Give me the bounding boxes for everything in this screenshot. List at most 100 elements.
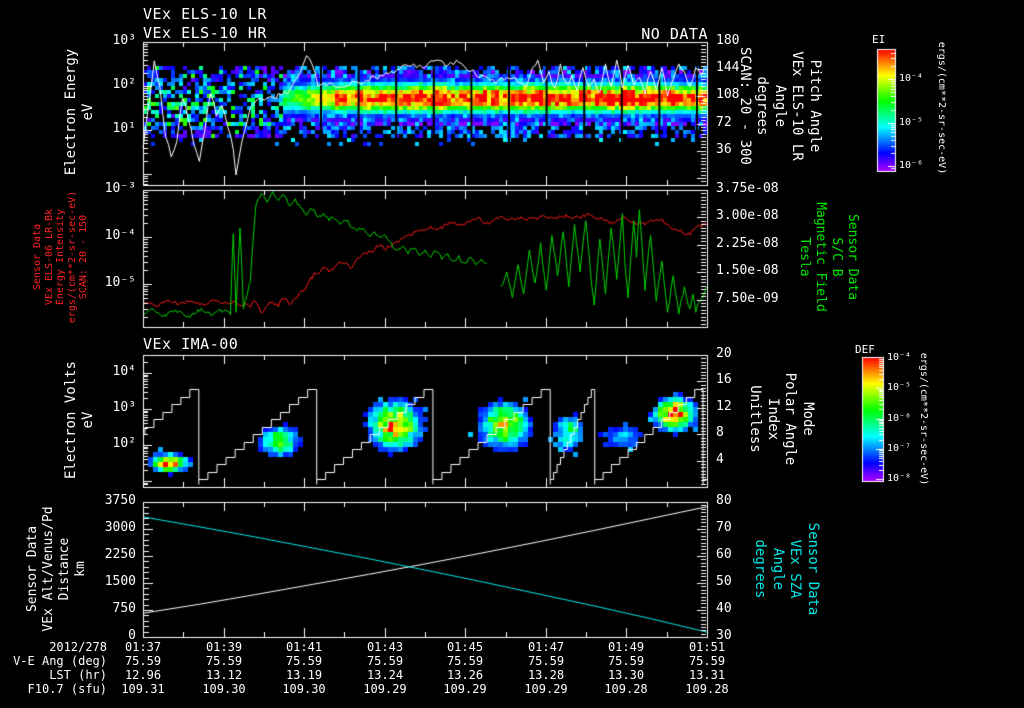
right-axis-tick-label: 12 [716,398,732,414]
right-axis-tick-label: 108 [716,87,740,103]
right-axis-tick-label: 3.00e-08 [716,208,779,224]
y-axis-tick-label: 750 [112,601,136,616]
table-cell-value: 109.28 [604,682,648,696]
y-axis-tick-label: 10³ [112,33,136,48]
y-axis-tick-label: 10⁴ [112,364,136,379]
axis-label-line: Sensor Data [805,522,821,616]
table-cell-value: 75.59 [124,654,162,668]
table-cell-value: 01:49 [607,640,645,654]
axis-label-line: eV [80,103,96,121]
y-axis-tick-label: 3750 [104,493,136,508]
colorbar-tick-label: 10⁻⁵ [899,117,924,128]
y-axis-tick-label: 2250 [104,547,136,562]
table-cell-value: 01:37 [124,640,162,654]
table-cell-value: 75.59 [366,654,404,668]
table-row-label: V-E Ang (deg) [13,654,107,668]
right-axis-tick-label: 180 [716,33,740,48]
axis-label-line: Pitch Angle [806,59,823,153]
table-cell-value: 13.31 [688,668,726,682]
colorbar-tick-label: 10⁻⁶ [899,160,924,171]
sza-right-axis-label: Sensor Data VEx SZA Angle degrees [752,499,822,639]
y-axis-tick-label: 10² [112,77,136,92]
colorbar-tick-label: 10⁻⁴ [899,73,924,84]
axis-label-line: Magnetic Field [813,202,828,312]
colorbar-tick-label: 10⁻⁷ [887,443,912,454]
table-cell-value: 13.26 [446,668,484,682]
right-axis-tick-label: 36 [716,141,732,157]
table-row-label: F10.7 (sfu) [27,682,107,696]
colorbar-tick-label: 10⁻⁸ [887,473,912,484]
axis-label-line: Angle [770,547,786,591]
right-axis-tick-label: 20 [716,346,732,361]
axis-label-line: Energy Intensity [55,208,67,306]
table-cell-value: 109.30 [282,682,326,696]
axis-label-line: degrees [752,539,769,599]
table-cell-value: 109.29 [363,682,407,696]
table-cell-value: 01:43 [366,640,404,654]
table-cell-value: 01:47 [527,640,565,654]
right-axis-tick-label: 16 [716,372,732,388]
colorbar-tick-label: 10⁻⁵ [887,382,912,393]
table-cell-value: 13.24 [366,668,404,682]
table-cell-value: 109.28 [685,682,729,696]
table-cell-value: 13.28 [527,668,565,682]
title-els-lr: VEx ELS-10 LR [143,5,267,23]
right-axis-tick-label: 4 [716,451,724,467]
y-axis-tick-label: 10² [112,436,136,451]
axis-label-line: VEx ELS-06 LR-Bk [43,208,55,306]
y-axis-tick-label: 10¹ [112,121,136,136]
axis-label-line: VEx SZA [787,539,804,599]
table-cell-value: 75.59 [688,654,726,668]
table-cell-value: 109.30 [202,682,246,696]
axis-label-line: ergs/(cm**2-sr-sec-eV) [66,190,78,324]
colorbar-tick-label: 10⁻⁴ [887,352,912,363]
right-axis-tick-label: 2.25e-08 [716,235,779,251]
table-cell-value: 01:41 [285,640,323,654]
y-axis-tick-label: 10⁻³ [104,181,136,196]
colorbar-tick-label: 10⁻⁶ [887,413,912,424]
table-cell-value: 75.59 [527,654,565,668]
right-axis-tick-label: 8 [716,425,724,441]
table-cell-value: 01:45 [446,640,484,654]
table-cell-value: 01:39 [205,640,243,654]
y-axis-tick-label: 3000 [104,520,136,535]
table-cell-value: 12.96 [124,668,162,682]
table-cell-value: 109.29 [443,682,487,696]
table-cell-value: 01:51 [688,640,726,654]
right-axis-tick-label: 30 [716,628,732,643]
right-axis-tick-label: 60 [716,547,732,562]
axis-label-line: Sensor Data [32,223,44,291]
right-axis-tick-label: 144 [716,60,740,76]
right-axis-tick-label: 40 [716,601,732,616]
y-axis-tick-label: 1500 [104,574,136,589]
right-axis-tick-label: 70 [716,520,732,535]
no-data-status: NO DATA [641,25,708,43]
table-cell-value: 75.59 [205,654,243,668]
table-cell-value: 75.59 [446,654,484,668]
right-axis-tick-label: 3.75e-08 [716,181,779,196]
table-cell-value: 109.29 [524,682,568,696]
els-y-axis-label: Electron Energy eV [63,37,97,187]
title-els-hr: VEx ELS-10 HR [143,24,267,42]
right-axis-tick-label: 50 [716,574,732,589]
colorbar-ei-title: EI [872,33,886,46]
y-axis-tick-label: 10⁻⁴ [104,228,136,243]
axis-label-line: Sensor Data [845,213,861,301]
y-axis-tick-label: 0 [128,628,136,643]
table-row-label: 2012/278 [49,640,107,654]
intensity-left-axis-label: Sensor Data VEx ELS-06 LR-Bk Energy Inte… [30,172,92,342]
axis-label-line: SCAN: 20 - 150 [78,214,90,300]
axis-label-line: Electron Energy [62,48,79,176]
table-cell-value: 13.19 [285,668,323,682]
y-axis-tick-label: 10³ [112,400,136,415]
table-row-label: LST (hr) [49,668,107,682]
title-ima: VEx IMA-00 [143,335,239,353]
right-axis-tick-label: 80 [716,493,732,508]
right-axis-tick-label: 7.50e-09 [716,290,779,306]
colorbar-def-title: DEF [855,343,875,356]
table-cell-value: 75.59 [607,654,645,668]
table-cell-value: 109.31 [121,682,165,696]
right-axis-tick-label: 1.50e-08 [716,263,779,279]
